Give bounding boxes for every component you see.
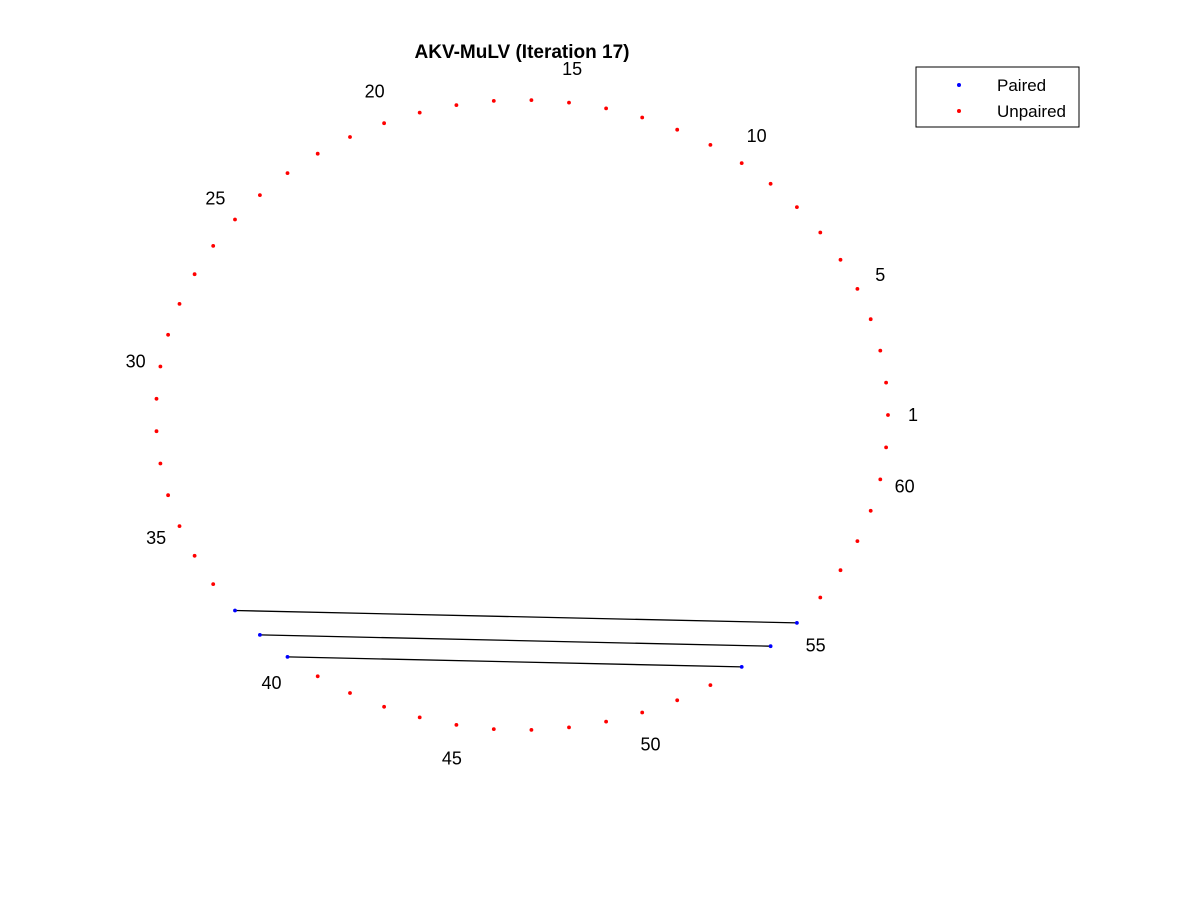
unpaired-point-58 [855, 539, 860, 543]
unpaired-point-7 [818, 230, 823, 235]
pair-line-40-53 [287, 656, 742, 668]
legend: Paired Unpaired [915, 66, 1080, 128]
legend-label-unpaired: Unpaired [997, 102, 1066, 121]
unpaired-point-25 [233, 217, 237, 222]
paired-point-40 [285, 655, 290, 659]
unpaired-point-30 [158, 364, 163, 369]
unpaired-point-34 [166, 493, 171, 498]
legend-box [915, 66, 1080, 128]
index-label-5: 5 [875, 265, 885, 285]
pair-lines [234, 609, 797, 668]
paired-point-38 [233, 608, 237, 613]
unpaired-point-9 [768, 181, 773, 186]
index-label-10: 10 [747, 126, 767, 146]
unpaired-point-35 [177, 524, 182, 528]
unpaired-point-20 [382, 121, 386, 126]
index-label-30: 30 [126, 351, 146, 371]
unpaired-point-61 [884, 445, 888, 450]
legend-label-paired: Paired [997, 76, 1046, 95]
index-label-40: 40 [261, 673, 281, 693]
unpaired-point-36 [192, 553, 197, 558]
index-label-35: 35 [146, 528, 166, 548]
legend-marker-unpaired [957, 109, 961, 113]
unpaired-point-16 [529, 98, 534, 102]
unpaired-point-59 [868, 508, 873, 513]
unpaired-point-46 [491, 727, 496, 731]
unpaired-point-41 [315, 674, 320, 679]
unpaired-point-44 [417, 715, 422, 720]
unpaired-point-24 [258, 193, 262, 198]
unpaired-point-22 [315, 151, 320, 156]
unpaired-point-60 [878, 477, 883, 482]
unpaired-point-42 [348, 691, 352, 695]
pair-line-39-54 [259, 634, 771, 647]
index-label-20: 20 [365, 82, 385, 102]
unpaired-point-5 [855, 287, 860, 291]
unpaired-point-11 [708, 143, 713, 147]
unpaired-point-21 [348, 135, 352, 139]
unpaired-point-32 [154, 429, 159, 434]
unpaired-point-43 [382, 704, 386, 709]
base-points [154, 98, 890, 732]
unpaired-point-50 [640, 710, 645, 715]
unpaired-point-47 [529, 728, 534, 732]
unpaired-point-33 [158, 461, 163, 466]
index-label-55: 55 [806, 635, 826, 655]
unpaired-point-2 [884, 380, 888, 385]
index-label-60: 60 [895, 476, 915, 496]
unpaired-point-18 [454, 103, 459, 107]
unpaired-point-4 [868, 317, 873, 322]
unpaired-point-48 [567, 725, 571, 730]
index-label-15: 15 [562, 59, 582, 79]
paired-point-55 [795, 621, 799, 625]
legend-marker-paired [957, 83, 961, 87]
unpaired-point-57 [838, 568, 843, 573]
unpaired-point-1 [886, 413, 890, 417]
unpaired-point-14 [604, 106, 608, 111]
unpaired-point-29 [166, 332, 171, 337]
unpaired-point-28 [177, 302, 182, 306]
unpaired-point-51 [675, 698, 680, 703]
unpaired-point-23 [285, 171, 290, 176]
unpaired-point-10 [739, 161, 744, 166]
unpaired-point-6 [838, 257, 843, 262]
unpaired-point-3 [878, 348, 883, 353]
unpaired-point-27 [192, 272, 197, 277]
unpaired-point-52 [708, 683, 713, 687]
paired-point-54 [768, 644, 773, 649]
paired-point-53 [739, 665, 744, 669]
unpaired-point-17 [491, 99, 496, 103]
unpaired-point-12 [675, 127, 680, 132]
unpaired-point-26 [211, 244, 216, 248]
unpaired-point-37 [211, 582, 216, 586]
unpaired-point-15 [567, 100, 571, 105]
unpaired-point-19 [417, 110, 422, 115]
unpaired-point-13 [640, 115, 645, 120]
index-label-1: 1 [908, 405, 918, 425]
unpaired-point-49 [604, 719, 608, 724]
paired-point-39 [258, 633, 262, 637]
index-label-45: 45 [442, 748, 462, 768]
unpaired-point-56 [818, 595, 823, 600]
unpaired-point-45 [454, 723, 459, 727]
chart-title: AKV-MuLV (Iteration 17) [415, 42, 630, 63]
index-label-50: 50 [640, 735, 660, 755]
index-label-25: 25 [205, 188, 225, 208]
unpaired-point-31 [154, 396, 159, 401]
pair-line-38-55 [234, 609, 797, 624]
unpaired-point-8 [795, 205, 799, 210]
